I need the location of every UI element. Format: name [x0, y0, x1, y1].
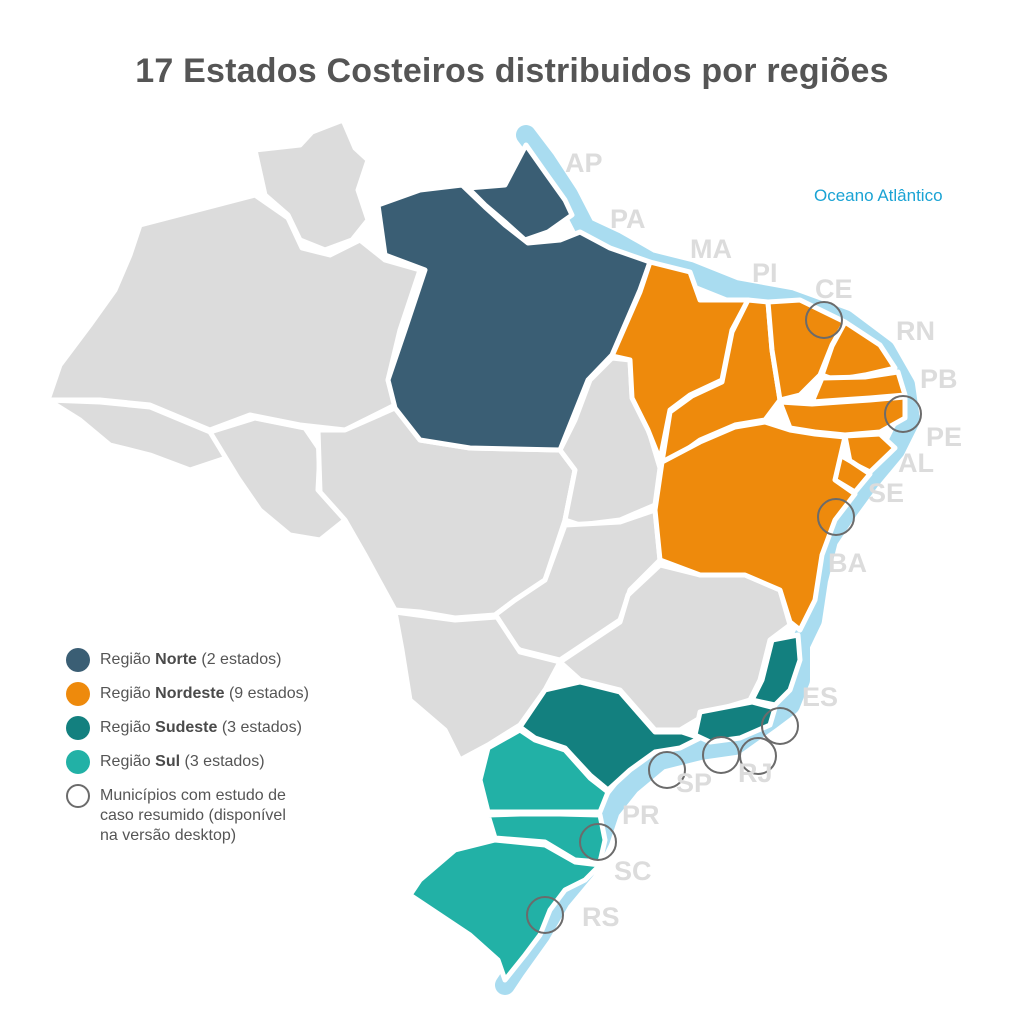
label-al: AL	[898, 448, 934, 478]
label-ce: CE	[815, 274, 853, 304]
case-ring	[884, 395, 922, 433]
legend-item-case-study: Municípios com estudo de caso resumido (…	[66, 784, 340, 856]
legend-label-sudeste: Região Sudeste (3 estados)	[100, 719, 302, 736]
ocean-label: Oceano Atlântico	[814, 186, 943, 205]
case-ring	[702, 736, 740, 774]
label-ap: AP	[565, 148, 603, 178]
label-pa: PA	[610, 204, 646, 234]
case-study-markers	[526, 301, 922, 934]
label-rn: RN	[896, 316, 935, 346]
label-pr: PR	[622, 800, 660, 830]
legend-item-sudeste: Região Sudeste (3 estados)	[66, 716, 340, 750]
case-ring	[761, 707, 799, 745]
label-pb: PB	[920, 364, 958, 394]
legend-label-nordeste: Região Nordeste (9 estados)	[100, 685, 309, 702]
label-pi: PI	[752, 258, 778, 288]
label-sc: SC	[614, 856, 652, 886]
state-es	[749, 632, 803, 708]
legend-label-case-study: Municípios com estudo de caso resumido (…	[100, 787, 286, 844]
nordeste-swatch-icon	[66, 682, 90, 706]
label-pe: PE	[926, 422, 962, 452]
state-labels: AP PA MA PI CE RN PB PE AL SE BA ES RJ S…	[565, 148, 962, 932]
state-ba	[652, 419, 858, 633]
norte-swatch-icon	[66, 648, 90, 672]
label-ma: MA	[690, 234, 732, 264]
legend: Região Norte (2 estados) Região Nordeste…	[66, 648, 340, 856]
legend-label-norte: Região Norte (2 estados)	[100, 651, 282, 668]
label-se: SE	[868, 478, 904, 508]
state-pr	[477, 727, 611, 815]
label-ba: BA	[828, 548, 867, 578]
state-ac	[45, 397, 238, 473]
case-ring	[805, 301, 843, 339]
label-sp: SP	[676, 768, 712, 798]
page-title: 17 Estados Costeiros distribuidos por re…	[135, 52, 889, 90]
legend-item-nordeste: Região Nordeste (9 estados)	[66, 682, 340, 716]
case-ring	[648, 751, 686, 789]
region-sul	[407, 727, 611, 983]
legend-item-sul: Região Sul (3 estados)	[66, 750, 340, 784]
sudeste-swatch-icon	[66, 716, 90, 740]
label-rj: RJ	[738, 758, 773, 788]
case-ring	[579, 823, 617, 861]
case-ring	[817, 498, 855, 536]
ring-icon	[66, 784, 90, 808]
sul-swatch-icon	[66, 750, 90, 774]
case-ring	[739, 737, 777, 775]
case-ring	[526, 896, 564, 934]
label-rs: RS	[582, 902, 620, 932]
interior-states	[45, 117, 793, 763]
state-rs	[407, 837, 603, 983]
state-am	[45, 192, 423, 433]
legend-item-norte: Região Norte (2 estados)	[66, 648, 340, 682]
label-es: ES	[802, 682, 838, 712]
region-nordeste	[609, 259, 908, 633]
legend-label-sul: Região Sul (3 estados)	[100, 753, 265, 770]
